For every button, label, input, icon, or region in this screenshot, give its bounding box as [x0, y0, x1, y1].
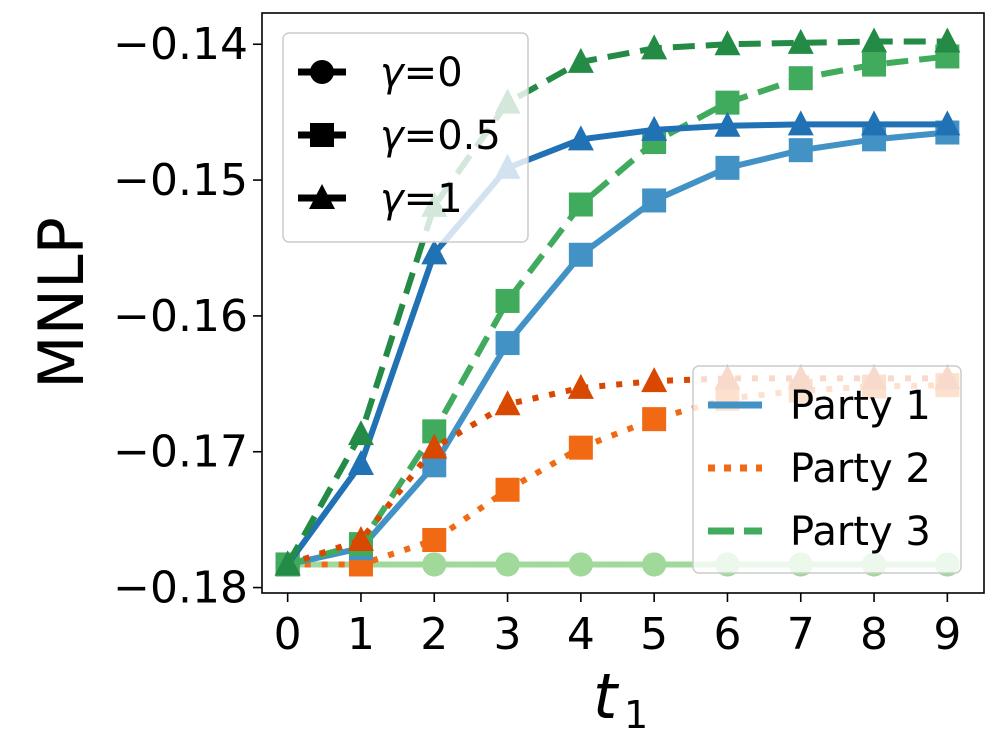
x-tick-label: 1: [347, 609, 375, 660]
x-tick-label: 9: [933, 609, 961, 660]
data-point-triangle: [934, 27, 961, 53]
data-point-square: [568, 435, 593, 460]
data-point-square: [642, 188, 667, 213]
data-point-triangle: [641, 367, 668, 393]
legend-label: Party 1: [790, 383, 931, 429]
legend-marker-triangle: [309, 184, 335, 209]
data-point-triangle: [494, 390, 521, 416]
data-point-triangle: [347, 420, 374, 446]
data-point-triangle: [567, 47, 594, 73]
series-line: [285, 38, 948, 566]
data-point-triangle: [714, 111, 741, 137]
x-tick-label: 4: [567, 609, 595, 660]
data-point-triangle: [567, 125, 594, 151]
legend-entry-gamma: γ=0: [298, 50, 463, 96]
data-point-triangle: [347, 449, 374, 475]
legend-entry-gamma: γ=0.5: [298, 113, 501, 159]
series-layer: [274, 27, 961, 577]
data-point-square: [568, 242, 593, 267]
data-point-square: [495, 288, 520, 313]
x-tick-label: 5: [640, 609, 668, 660]
legend-label: γ=0: [380, 50, 463, 96]
legend-label: γ=1: [380, 176, 463, 222]
legend-entry-party: Party 1: [708, 383, 931, 429]
legend-frame: [282, 32, 529, 243]
data-point-triangle: [274, 550, 301, 576]
y-tick-label: −0.14: [113, 19, 248, 70]
data-point-square: [568, 192, 593, 217]
legend-parties: Party 1 Party 2 Party 3: [692, 365, 962, 574]
series-line: [287, 129, 948, 568]
data-point-square: [715, 155, 740, 180]
data-point-square: [422, 528, 447, 553]
y-tick-label: −0.15: [113, 155, 248, 206]
legend-entry-gamma: γ=1: [298, 176, 463, 222]
y-axis-label: MNLP: [25, 217, 98, 389]
x-tick-label: 2: [420, 609, 448, 660]
legend-label: Party 2: [790, 446, 931, 492]
x-axis-label-subscript: 1: [624, 693, 648, 737]
data-point-circle: [495, 552, 520, 577]
data-point-triangle: [347, 526, 374, 552]
data-point-triangle: [714, 30, 741, 56]
ticks-layer: 0 1 2 3 4 5 6 7 8 9 −0.18 −0.17 −0.16 −0.15 −0.14: [113, 19, 961, 660]
x-tick-label: 0: [274, 609, 302, 660]
legend-marker-circle: [310, 60, 334, 84]
data-point-triangle: [421, 239, 448, 265]
axes-frame: [261, 12, 985, 594]
series-line: [285, 121, 948, 567]
data-point-circle: [642, 552, 667, 577]
series-line: [286, 53, 948, 568]
legend-label: γ=0.5: [380, 113, 501, 159]
legend-frame: [692, 365, 962, 574]
data-point-triangle: [641, 115, 668, 141]
data-point-circle: [422, 552, 447, 577]
data-point-triangle: [421, 433, 448, 459]
data-point-triangle: [861, 27, 888, 53]
legend-entry-party: Party 3: [708, 509, 931, 555]
legend-marker-square: [310, 123, 334, 147]
data-point-square: [788, 66, 813, 91]
x-tick-label: 8: [860, 609, 888, 660]
data-point-triangle: [641, 34, 668, 60]
data-point-triangle: [567, 373, 594, 399]
data-point-square: [495, 331, 520, 356]
y-tick-label: −0.17: [113, 427, 248, 478]
data-point-square: [495, 477, 520, 502]
data-point-circle: [568, 552, 593, 577]
legend-entry-party: Party 2: [708, 446, 931, 492]
data-point-triangle: [861, 110, 888, 136]
data-point-triangle: [787, 28, 814, 54]
x-axis-label: t: [593, 660, 620, 733]
data-point-square: [715, 90, 740, 115]
data-point-triangle: [787, 110, 814, 136]
y-tick-label: −0.18: [113, 563, 248, 614]
x-tick-label: 6: [713, 609, 741, 660]
data-point-square: [642, 407, 667, 432]
x-tick-label: 7: [787, 609, 815, 660]
x-tick-label: 3: [494, 609, 522, 660]
data-point-square: [788, 138, 813, 163]
legend-gamma: γ=0 γ=0.5 γ=1: [282, 32, 529, 243]
legend-label: Party 3: [790, 509, 931, 555]
data-point-triangle: [934, 110, 961, 136]
y-tick-label: −0.16: [113, 291, 248, 342]
data-point-square: [862, 52, 887, 77]
